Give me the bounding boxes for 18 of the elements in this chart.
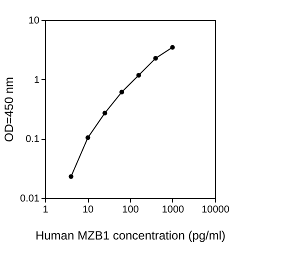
y-tick-label: 1 — [34, 74, 40, 86]
point — [102, 110, 108, 116]
point — [119, 90, 124, 94]
point — [153, 56, 158, 61]
x-tick-label: 10 — [82, 204, 94, 216]
x-tick-label: 100 — [122, 204, 140, 216]
point — [136, 72, 142, 78]
x-tick-label: 10000 — [202, 204, 230, 216]
y-tick-label: 0.01 — [20, 194, 40, 204]
y-axis-title: OD=450 nm — [2, 76, 16, 142]
point — [68, 174, 74, 179]
y-tick-label: 0.1 — [26, 134, 40, 146]
x-tick-label: 1 — [42, 204, 49, 216]
point — [170, 45, 175, 50]
x-axis-title: Human MZB1 concentration (pg/ml) — [35, 228, 226, 242]
point — [86, 135, 90, 140]
y-tick-label: 10 — [28, 16, 40, 26]
x-tick-label: 1000 — [162, 204, 185, 216]
